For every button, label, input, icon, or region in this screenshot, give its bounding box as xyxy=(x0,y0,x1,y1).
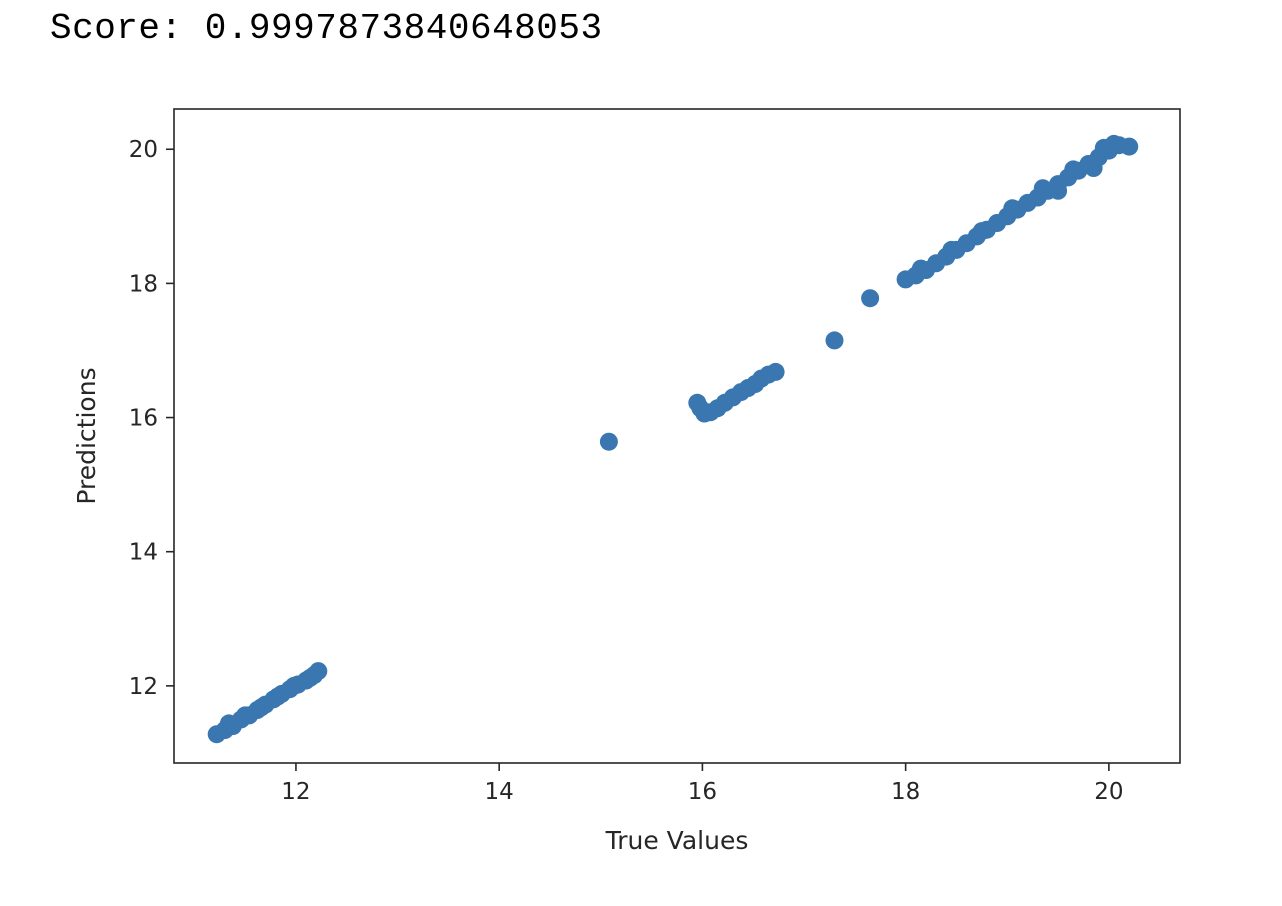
scatter-point xyxy=(219,714,238,733)
scatter-point xyxy=(1084,159,1103,177)
scatter-point xyxy=(1120,137,1139,156)
scatter-points xyxy=(207,134,1139,744)
scatter-point xyxy=(284,676,303,695)
x-tick-label: 18 xyxy=(891,779,920,805)
scatter-point xyxy=(268,687,287,706)
x-axis-ticks: 12 14 16 18 20 xyxy=(281,763,1124,805)
scatter-point xyxy=(236,706,255,725)
scatter-point xyxy=(252,698,271,717)
x-tick-label: 20 xyxy=(1094,779,1123,805)
plot-frame xyxy=(173,108,1181,764)
scatter-point xyxy=(942,240,961,259)
scatter-point xyxy=(766,362,785,381)
scatter-point xyxy=(1064,160,1083,179)
x-tick-label: 16 xyxy=(688,779,717,805)
scatter-point xyxy=(825,331,844,350)
x-tick-label: 12 xyxy=(281,779,310,805)
scatter-point xyxy=(1049,181,1068,200)
y-tick-label: 18 xyxy=(129,271,158,297)
scatter-point xyxy=(1003,199,1022,218)
scatter-point xyxy=(861,289,880,308)
y-tick-label: 16 xyxy=(129,406,158,432)
y-axis-title: Predictions xyxy=(72,367,101,504)
scatter-point xyxy=(1033,179,1052,198)
scatter-point xyxy=(1104,134,1123,153)
y-axis-ticks: 12 14 16 18 20 xyxy=(129,137,174,700)
scatter-point xyxy=(301,668,320,687)
scatter-point xyxy=(599,432,618,451)
y-tick-label: 14 xyxy=(129,540,158,566)
score-output: Score: 0.9997873840648053 xyxy=(50,8,603,49)
y-tick-label: 20 xyxy=(129,137,158,163)
scatter-point xyxy=(972,222,991,241)
y-tick-label: 12 xyxy=(129,674,158,700)
x-tick-label: 14 xyxy=(485,779,514,805)
x-axis-title: True Values xyxy=(605,826,749,855)
scatter-point xyxy=(911,259,930,278)
